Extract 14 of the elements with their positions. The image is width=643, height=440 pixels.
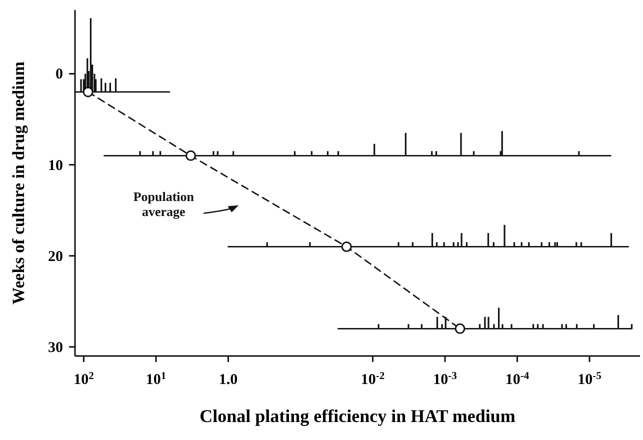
y-tick-label: 20 [48, 248, 63, 265]
x-tick-label: 10$^{-4}$ [505, 370, 530, 388]
y-tick-label: 30 [48, 340, 63, 356]
x-tick-label: 10$^{2}$ [74, 370, 94, 388]
x-tick-label: 10$^{1}$ [146, 370, 166, 388]
x-tick-label: 1.0 [218, 372, 238, 388]
x-axis-title: Clonal plating efficiency in HAT medium [200, 406, 516, 426]
y-tick-label: 0 [56, 66, 63, 83]
y-axis-title: Weeks of culture in drug medium [9, 62, 28, 304]
y-tick-label: 10 [48, 158, 63, 174]
x-tick-label: 10$^{-2}$ [360, 370, 385, 388]
x-tick-label: 10$^{-3}$ [433, 370, 457, 388]
legend-label: Population average [133, 189, 195, 220]
x-tick-label: 10$^{-5}$ [578, 370, 602, 388]
